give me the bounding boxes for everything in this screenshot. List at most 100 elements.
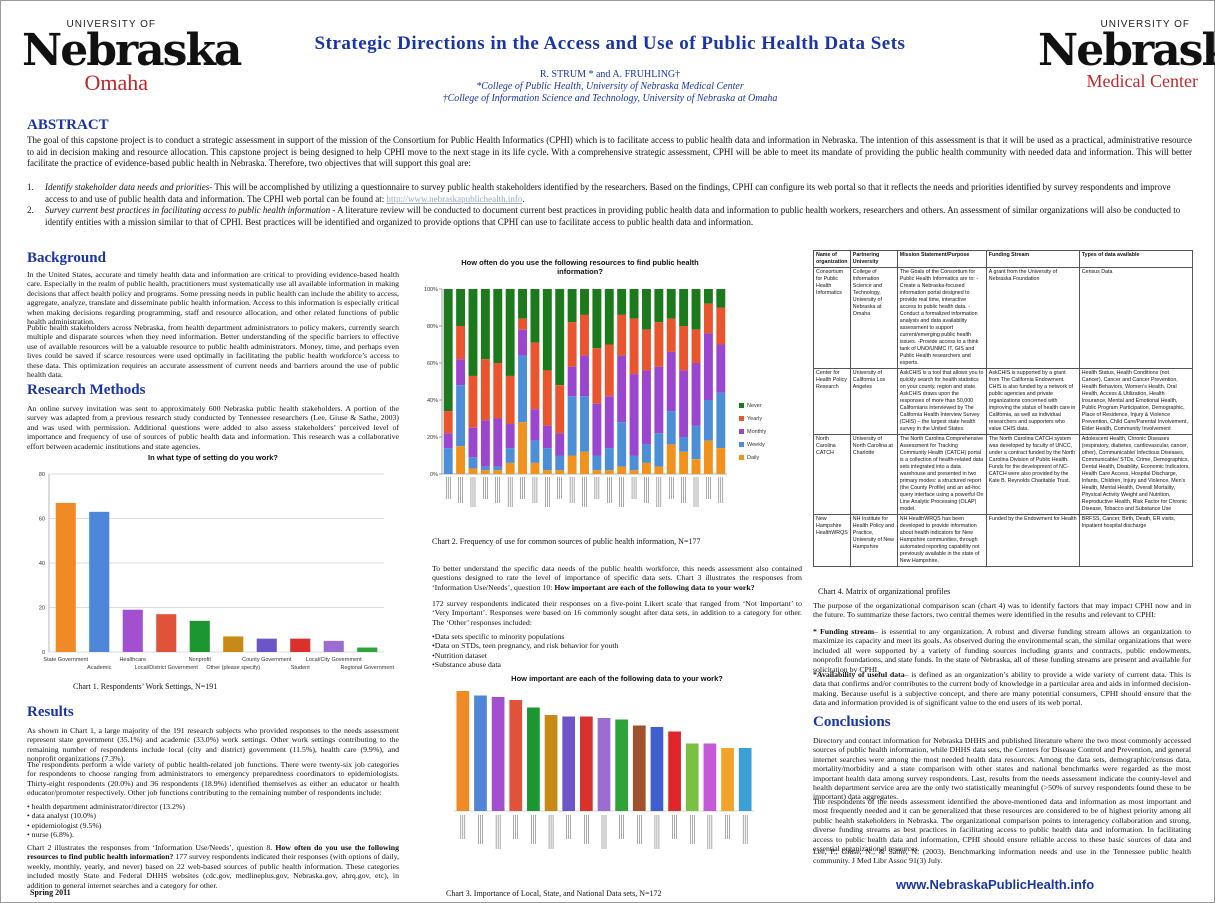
conclusions-heading: Conclusions — [813, 714, 891, 730]
background-p1: In the United States, accurate and timel… — [27, 270, 399, 327]
chart2-bar-segment — [703, 440, 713, 474]
chart3-bar — [685, 743, 699, 811]
results-list-item: • epidemiologist (9.5%) — [27, 820, 102, 830]
chart1-bar — [55, 502, 76, 652]
chart2-bar-segment — [468, 289, 478, 376]
chart2-bar-segment — [716, 289, 726, 308]
chart2-legend-label: Monthly — [747, 429, 767, 435]
matrix-cell: Center for Health Policy Research — [813, 368, 851, 435]
results-p1: As shown in Chart 1, a large majority of… — [27, 726, 399, 764]
chart3-bar — [580, 716, 593, 811]
chart2-legend-swatch — [739, 429, 744, 434]
matrix-row: Consortium for Public Health Informatics… — [813, 267, 1194, 369]
chart3-bar — [562, 716, 576, 811]
results-list-item: • data analyst (10.0%) — [27, 811, 96, 821]
chart1-x-label: Nonprofit — [189, 657, 212, 663]
chart2-bar-segment — [604, 396, 614, 449]
results-heading: Results — [27, 704, 74, 720]
chart3-bar — [615, 719, 628, 811]
chart2-y-tick: 0% — [430, 472, 438, 478]
chart2-bar-segment — [703, 289, 713, 304]
chart2-bar-segment — [468, 468, 478, 474]
chart3-bar — [738, 748, 752, 811]
results-p2: The respondents perform a wide variety o… — [27, 760, 399, 798]
poster-title: Strategic Directions in the Access and U… — [314, 33, 906, 54]
chart2-bar-segment — [567, 366, 577, 397]
chart2-bar-segment — [654, 322, 664, 367]
chart3-bar — [597, 718, 611, 811]
objective-1-number: 1. — [27, 182, 34, 192]
chart2-bar-segment — [456, 289, 466, 326]
chart1-x-label: Healthcare — [119, 657, 146, 663]
methods-p1: An online survey invitation was sent to … — [27, 404, 399, 451]
chart2-bar-segment — [629, 455, 639, 471]
matrix-cell: Health Status, Health Conditions (not Ca… — [1078, 368, 1194, 435]
chart2-bar-segment — [567, 289, 577, 323]
cphi-portal-link[interactable]: http://www.nebraskapublichealth.info — [386, 193, 523, 204]
chart1-x-label: Local/City Government — [306, 657, 362, 663]
reference: Lee, P., Giuse, N., & Sathe, N. (2003). … — [813, 847, 1191, 866]
chart1-x-label: Academic — [87, 665, 111, 671]
chart2-bar-segment — [542, 370, 552, 426]
chart2-bar-segment — [505, 375, 515, 425]
chart2-bar-segment — [567, 455, 577, 474]
chart1-bar — [290, 638, 311, 652]
logo-left-name: Nebraska — [22, 25, 242, 76]
chart2-bar-segment — [580, 314, 589, 356]
matrix-container: Name of organization Partnering Universi… — [813, 250, 1194, 567]
funding-stream-text: – is essential to any organization. A ro… — [813, 627, 1191, 674]
chart2-bar-segment — [480, 289, 490, 360]
matrix-cell: BRFSS, Cancer, Birth, Death, ER visits, … — [1078, 514, 1194, 567]
chart2-bar-segment — [679, 289, 689, 326]
useful-data-text: – is defined as an organization’s abilit… — [813, 670, 1191, 708]
chart2-bar-segment — [493, 363, 503, 419]
chart2-bar-segment — [629, 374, 639, 456]
affiliation-1: *College of Public Health, University of… — [476, 81, 744, 92]
objective-2-head: Survey current best practices in facilit… — [45, 205, 331, 216]
chart2-bar-segment — [617, 422, 627, 467]
results-list: • health department administrator/direct… — [27, 802, 399, 840]
chart2-bar-segment — [592, 470, 602, 474]
chart2-title: How often do you use the following resou… — [461, 258, 699, 276]
website-link[interactable]: www.NebraskaPublicHealth.info — [896, 877, 1095, 892]
objectives-list: 1. Identify stakeholder data needs and pr… — [27, 182, 1192, 228]
objective-1-head: Identify stakeholder data needs and prio… — [45, 182, 210, 192]
chart3-bar — [721, 748, 734, 811]
matrix-header-cell: Mission Statement/Purpose — [896, 250, 987, 268]
results-p3-c: 177 survey respondents indicated their r… — [27, 852, 399, 890]
other-response-item: •Substance abuse data — [432, 660, 501, 670]
chart2-bar-segment — [691, 363, 701, 426]
chart2-bar-segment — [542, 289, 552, 371]
chart2-bar-segment — [592, 403, 602, 456]
chart1-x-label: Other (please specify) — [206, 665, 260, 671]
mid-p1-b: How important are each of the following … — [554, 582, 755, 592]
chart2-bar-segment — [493, 289, 503, 363]
chart1-bar — [89, 511, 110, 652]
chart2-bar-segment — [716, 392, 726, 449]
chart2-bar-segment — [443, 289, 453, 412]
chart3-bar — [527, 707, 540, 811]
mid-p2: 172 survey respondents indicated their r… — [432, 599, 802, 627]
other-response-item: •Data sets specific to minority populati… — [432, 632, 565, 641]
chart2-bar-segment — [443, 448, 453, 474]
chart2-bar-segment — [480, 359, 490, 421]
chart2-bar-segment — [530, 462, 540, 474]
chart2-bar-segment — [629, 470, 639, 474]
matrix-cell: University of North Carolina at Charlott… — [849, 434, 898, 515]
chart2-bar-segment — [679, 451, 689, 474]
chart2-bar-segment — [703, 303, 713, 334]
chart2-legend-label: Weekly — [747, 442, 765, 448]
objective-2: 2. Survey current best practices in facil… — [27, 205, 1192, 228]
chart2-bar-segment — [505, 448, 515, 463]
results-p3-b: How often do you use the following resou… — [27, 843, 399, 862]
chart2-bar-segment — [604, 448, 614, 471]
chart2-bar-segment — [480, 470, 490, 474]
chart1-y-tick: 60 — [39, 517, 45, 523]
chart2-bar-segment — [641, 444, 651, 463]
chart2-bar-segment — [716, 307, 726, 345]
chart1-bar — [223, 636, 244, 652]
matrix-cell: Census Data — [1078, 267, 1194, 369]
chart1-x-label: County Government — [242, 657, 292, 663]
chart2-bar-segment — [493, 418, 503, 467]
matrix-row: New Hampshire HealthWRQS NH Institute for… — [813, 514, 1194, 567]
